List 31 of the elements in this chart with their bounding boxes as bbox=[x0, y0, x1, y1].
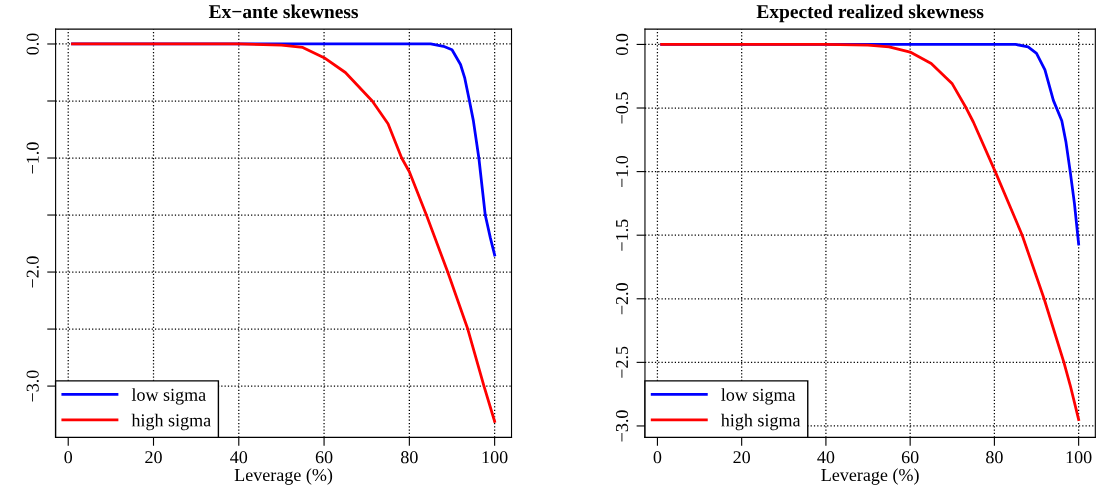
x-tick-label: 60 bbox=[315, 451, 333, 464]
y-tick-label: −2.0 bbox=[26, 256, 39, 288]
y-tick-label: 0.0 bbox=[26, 33, 39, 55]
y-tick-label: −1.5 bbox=[616, 219, 629, 251]
x-tick-label: 60 bbox=[901, 451, 919, 464]
x-tick-label: 0 bbox=[64, 451, 73, 464]
x-tick-label: 40 bbox=[817, 451, 835, 464]
x-axis-title: Leverage (%) bbox=[234, 468, 333, 485]
x-tick-label: 100 bbox=[1066, 451, 1092, 464]
x-tick-label: 20 bbox=[145, 451, 162, 464]
x-tick-label: 80 bbox=[401, 451, 418, 464]
y-tick-label: −2.0 bbox=[615, 283, 629, 315]
x-tick-label: 100 bbox=[482, 451, 508, 464]
y-tick-label: 0.0 bbox=[615, 33, 629, 56]
chart-title: Expected realized skewness bbox=[756, 4, 984, 23]
x-axis-title: Leverage (%) bbox=[821, 468, 919, 485]
legend-label: low sigma bbox=[721, 388, 796, 405]
x-tick-label: 0 bbox=[653, 451, 662, 464]
x-tick-label: 80 bbox=[986, 451, 1003, 464]
y-tick-label: −1.0 bbox=[615, 155, 629, 188]
y-tick-label: −0.5 bbox=[615, 92, 629, 124]
x-tick-label: 40 bbox=[230, 451, 248, 464]
legend-label: high sigma bbox=[720, 413, 801, 431]
y-tick-label: −3.0 bbox=[26, 370, 39, 402]
x-tick-label: 20 bbox=[733, 451, 751, 464]
y-tick-label: −3.0 bbox=[615, 410, 629, 442]
legend-label: high sigma bbox=[131, 413, 211, 431]
y-tick-label: −1.0 bbox=[26, 142, 39, 174]
legend-label: low sigma bbox=[131, 388, 206, 405]
chart-title: Ex−ante skewness bbox=[208, 4, 359, 19]
y-tick-label: −2.5 bbox=[615, 346, 629, 378]
